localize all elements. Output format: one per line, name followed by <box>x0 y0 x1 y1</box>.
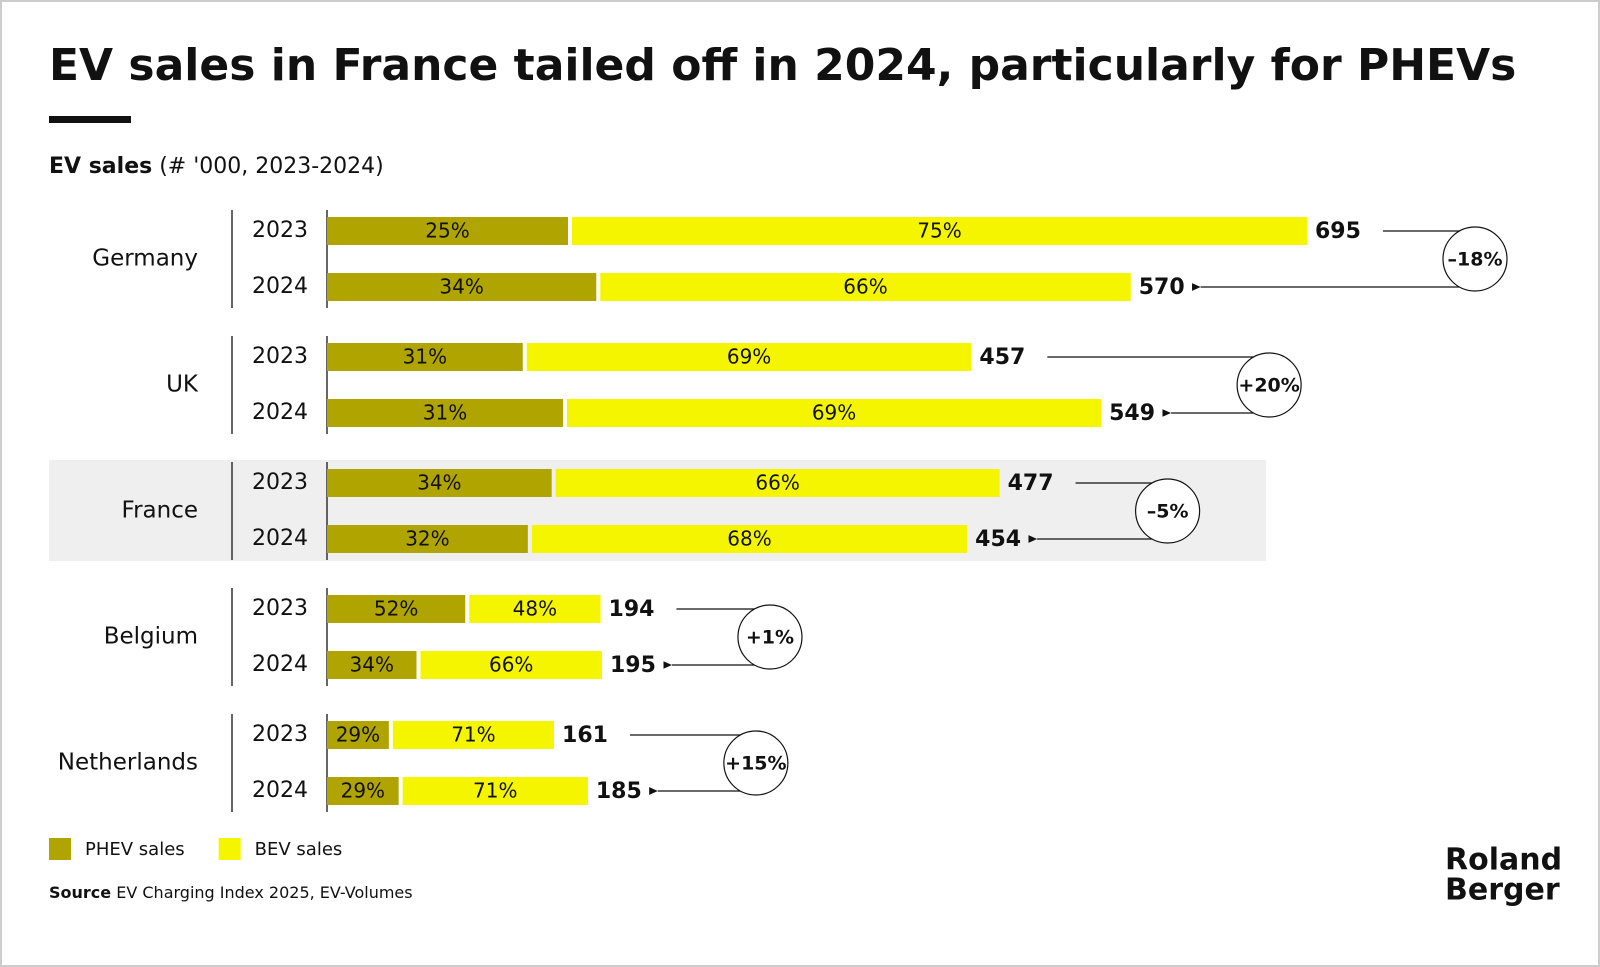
change-circle <box>737 604 803 670</box>
segment-label: 31% <box>403 345 447 369</box>
bar-segment <box>572 217 1307 245</box>
total-label: 185 <box>596 779 642 804</box>
total-label: 477 <box>1008 471 1054 496</box>
bar-segment <box>327 217 568 245</box>
segment-label: 75% <box>917 219 961 243</box>
change-circle <box>1135 478 1201 544</box>
segment-label: 66% <box>489 653 533 677</box>
change-label: –18% <box>1448 249 1503 271</box>
chart-title: EV sales in France tailed off in 2024, p… <box>49 40 1516 91</box>
source-label: Source <box>49 883 111 902</box>
category-label: France <box>122 498 198 524</box>
segment-label: 48% <box>513 597 557 621</box>
total-label: 695 <box>1315 219 1361 244</box>
year-label: 2024 <box>252 526 308 551</box>
category-label: Belgium <box>104 624 198 650</box>
total-label: 570 <box>1139 275 1185 300</box>
segment-label: 69% <box>727 345 771 369</box>
segment-label: 71% <box>451 723 495 747</box>
source: Source EV Charging Index 2025, EV-Volume… <box>49 883 413 902</box>
bar-segment <box>600 273 1131 301</box>
total-label: 454 <box>975 527 1021 552</box>
total-label: 457 <box>979 345 1025 370</box>
total-label: 549 <box>1109 401 1155 426</box>
bar-segment <box>327 273 597 301</box>
year-label: 2023 <box>252 596 308 621</box>
segment-label: 34% <box>350 653 394 677</box>
title-rule <box>49 116 131 123</box>
segment-label: 31% <box>423 401 467 425</box>
category-label: Netherlands <box>58 750 198 776</box>
bar-segment <box>327 343 523 371</box>
bar-segment <box>327 469 552 497</box>
subtitle-text: (# '000, 2023-2024) <box>159 154 384 179</box>
year-label: 2024 <box>252 778 308 803</box>
logo-line: Roland <box>1445 843 1562 878</box>
segment-label: 34% <box>439 275 483 299</box>
year-label: 2023 <box>252 722 308 747</box>
bar-segment <box>327 651 417 679</box>
bar-segment <box>531 525 968 553</box>
change-label: +1% <box>746 627 794 649</box>
total-label: 194 <box>609 597 655 622</box>
legend-swatch <box>49 838 71 860</box>
subtitle-bold: EV sales <box>49 154 152 179</box>
plot: Germany 2023 25% 75% 695 2024 34% 66% 570 –18% UK 2… <box>49 210 1508 860</box>
year-label: 2023 <box>252 218 308 243</box>
subtitle: EV sales (# '000, 2023-2024) <box>49 154 384 179</box>
segment-label: 69% <box>812 401 856 425</box>
change-label: +20% <box>1238 375 1299 397</box>
legend-label: BEV sales <box>255 839 343 860</box>
bar-segment <box>402 777 588 805</box>
bar-segment <box>327 777 399 805</box>
bar-segment <box>469 595 601 623</box>
segment-label: 71% <box>473 779 517 803</box>
bar-segment <box>327 595 466 623</box>
change-label: –5% <box>1147 501 1189 523</box>
segment-label: 66% <box>843 275 887 299</box>
bar-segment <box>420 651 602 679</box>
category-label: Germany <box>92 246 198 272</box>
total-label: 161 <box>562 723 608 748</box>
total-label: 195 <box>610 653 656 678</box>
segment-label: 66% <box>755 471 799 495</box>
segment-label: 32% <box>405 527 449 551</box>
category-label: UK <box>166 372 199 398</box>
legend-swatch <box>218 838 241 860</box>
bar-segment <box>555 469 1000 497</box>
year-label: 2024 <box>252 400 308 425</box>
bar-segment <box>526 343 972 371</box>
segment-label: 29% <box>336 723 380 747</box>
segment-label: 29% <box>341 779 385 803</box>
bar-segment <box>327 525 528 553</box>
change-circle <box>1442 226 1508 292</box>
legend-label: PHEV sales <box>85 839 185 860</box>
bar-segment <box>566 399 1102 427</box>
segment-label: 34% <box>417 471 461 495</box>
segment-label: 68% <box>727 527 771 551</box>
change-circle <box>1236 352 1302 418</box>
source-text: EV Charging Index 2025, EV-Volumes <box>116 883 412 902</box>
year-label: 2024 <box>252 652 308 677</box>
bar-segment <box>327 721 389 749</box>
year-label: 2024 <box>252 274 308 299</box>
bar-segment <box>327 399 563 427</box>
change-label: +15% <box>725 753 786 775</box>
segment-label: 52% <box>374 597 418 621</box>
bar-segment <box>392 721 555 749</box>
year-label: 2023 <box>252 344 308 369</box>
segment-label: 25% <box>425 219 469 243</box>
logo-line: Berger <box>1445 873 1560 908</box>
year-label: 2023 <box>252 470 308 495</box>
change-circle <box>723 730 789 796</box>
